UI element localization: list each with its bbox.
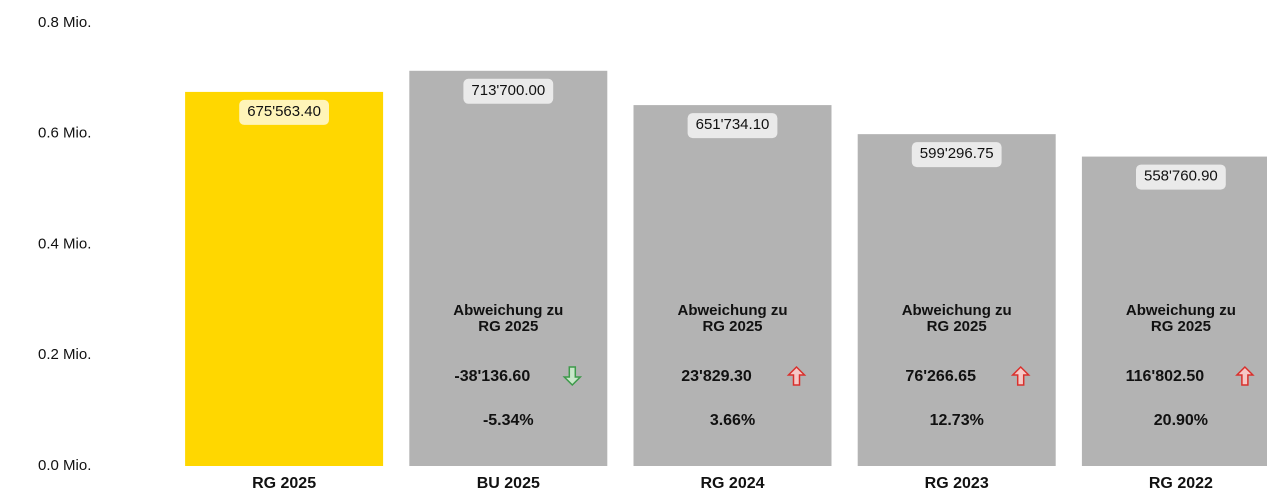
deviation-value: -38'136.60: [454, 368, 530, 385]
value-label-box: [1136, 164, 1226, 190]
deviation-value: 116'802.50: [1126, 368, 1205, 385]
bar: [1081, 156, 1267, 466]
trend-arrow: [1235, 365, 1255, 386]
deviation-percent: 20.90%: [1154, 412, 1208, 429]
y-tick-label: 0.6 Mio.: [38, 125, 91, 142]
x-tick-label: RG 2024: [700, 475, 764, 492]
x-tick-label: RG 2022: [1149, 475, 1213, 492]
deviation-title: Abweichung zu: [678, 302, 788, 319]
value-label: 713'700.00: [471, 82, 545, 99]
deviation-percent: 12.73%: [930, 412, 984, 429]
bar: [185, 91, 384, 466]
deviation-percent: 3.66%: [710, 412, 755, 429]
deviation-title: Abweichung zu: [1126, 302, 1236, 319]
bar: [409, 70, 608, 466]
trend-arrow: [786, 365, 807, 386]
y-tick-label: 0.0 Mio.: [38, 457, 91, 474]
value-label-box: [239, 99, 329, 125]
value-label-box: [911, 142, 1002, 168]
deviation-title: RG 2025: [478, 318, 538, 335]
x-tick-label: RG 2025: [252, 475, 316, 492]
value-label: 651'734.10: [696, 116, 770, 133]
deviation-percent: -5.34%: [483, 412, 534, 429]
value-label: 675'563.40: [247, 103, 321, 120]
y-tick-label: 0.8 Mio.: [38, 14, 91, 31]
bar: [633, 105, 832, 467]
deviation-value: 23'829.30: [681, 368, 752, 385]
trend-arrow: [562, 366, 583, 387]
y-tick-label: 0.2 Mio.: [38, 346, 91, 363]
deviation-title: RG 2025: [702, 318, 762, 335]
x-tick-label: RG 2023: [925, 475, 989, 492]
y-tick-label: 0.4 Mio.: [38, 235, 91, 252]
deviation-title: Abweichung zu: [902, 302, 1012, 319]
x-tick-label: BU 2025: [477, 475, 540, 492]
deviation-title: RG 2025: [927, 318, 987, 335]
bar: [857, 134, 1056, 467]
value-label: 599'296.75: [920, 145, 994, 162]
deviation-title: Abweichung zu: [453, 302, 563, 319]
value-label-box: [463, 78, 554, 104]
trend-arrow: [1010, 365, 1031, 386]
deviation-value: 76'266.65: [905, 368, 976, 385]
value-label: 558'760.90: [1144, 168, 1218, 185]
deviation-title: RG 2025: [1151, 318, 1211, 335]
value-label-box: [687, 113, 778, 139]
